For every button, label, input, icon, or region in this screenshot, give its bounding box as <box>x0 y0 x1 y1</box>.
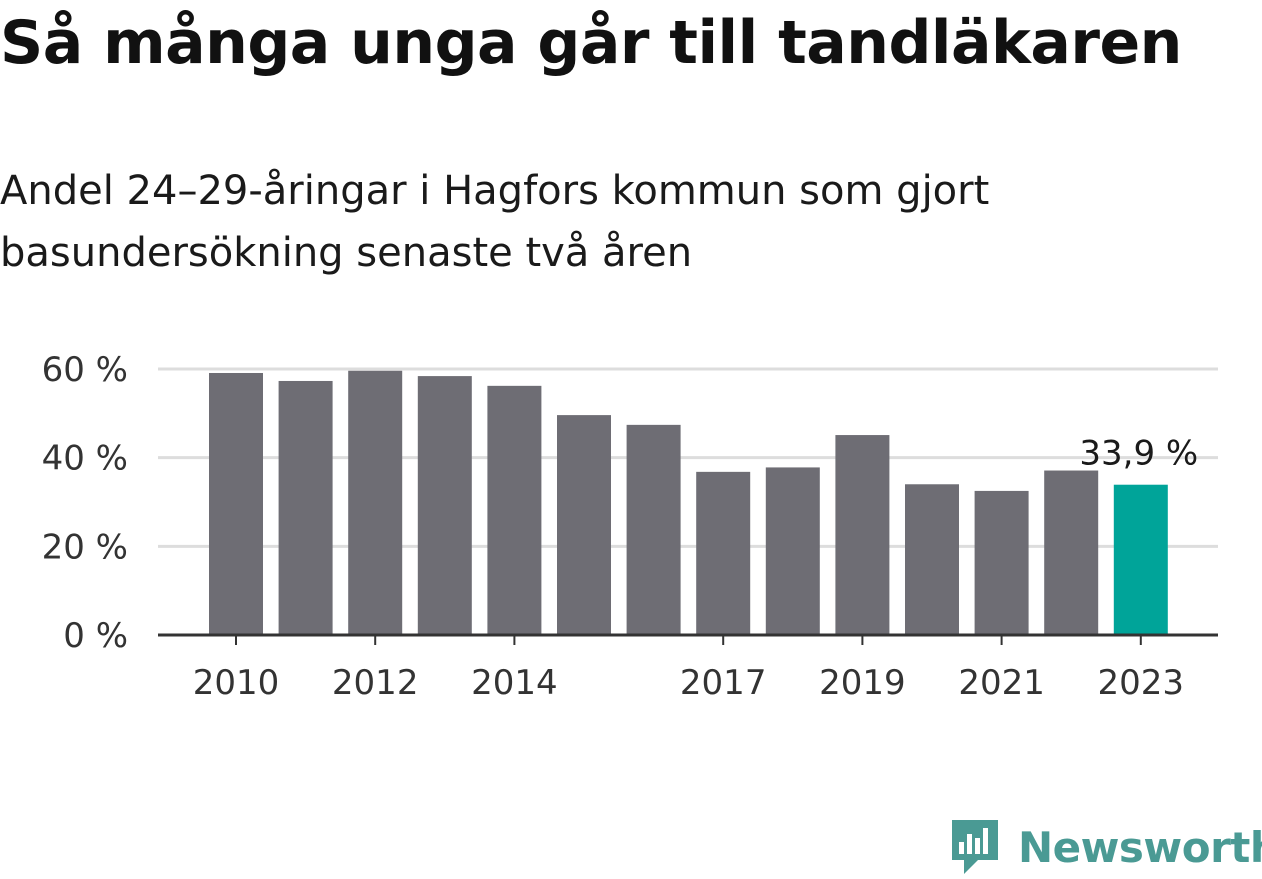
x-tick-label: 2014 <box>471 663 558 703</box>
bar-2010 <box>209 372 263 635</box>
bar-2022 <box>1044 470 1099 635</box>
bar-2012 <box>348 370 403 635</box>
chart-subtitle: Andel 24–29-åringar i Hagfors kommun som… <box>0 168 990 276</box>
x-tick-label: 2021 <box>958 663 1045 703</box>
y-tick-label: 60 % <box>42 350 128 390</box>
bar-chart-speech-bubble-icon <box>952 820 998 874</box>
bar-2021 <box>974 490 1029 635</box>
chart-title: Så många unga går till tandläkaren <box>0 8 1182 78</box>
y-axis-tick-labels: 0 % 20 % 40 % 60 % <box>42 350 128 656</box>
newsworthy-logo: Newsworthy <box>950 818 1262 876</box>
x-tick-label: 2019 <box>819 663 906 703</box>
y-tick-label: 0 % <box>63 616 128 656</box>
bar-2020 <box>905 484 959 635</box>
data-label-2023: 33,9 % <box>1079 434 1198 474</box>
x-tick-label: 2017 <box>680 663 767 703</box>
bar-2019 <box>835 435 890 635</box>
x-tick-label: 2012 <box>332 663 419 703</box>
bar-2017 <box>696 471 751 635</box>
bar-2016 <box>626 424 681 635</box>
bar-2015 <box>557 415 611 635</box>
brand-name: Newsworthy <box>1018 822 1262 872</box>
bar-2013 <box>417 376 472 635</box>
y-tick-label: 40 % <box>42 439 128 479</box>
x-tick-label: 2023 <box>1098 663 1185 703</box>
gridlines <box>158 367 1218 548</box>
bar-2014 <box>487 385 542 635</box>
bar-2011 <box>278 380 333 635</box>
x-axis-ticks: 2010 2012 2014 2017 2019 2021 2023 <box>193 635 1184 703</box>
x-tick-label: 2010 <box>193 663 280 703</box>
bars <box>209 370 1168 635</box>
bar-2023 <box>1113 484 1168 635</box>
y-tick-label: 20 % <box>42 527 128 567</box>
bar-2018 <box>765 467 820 635</box>
